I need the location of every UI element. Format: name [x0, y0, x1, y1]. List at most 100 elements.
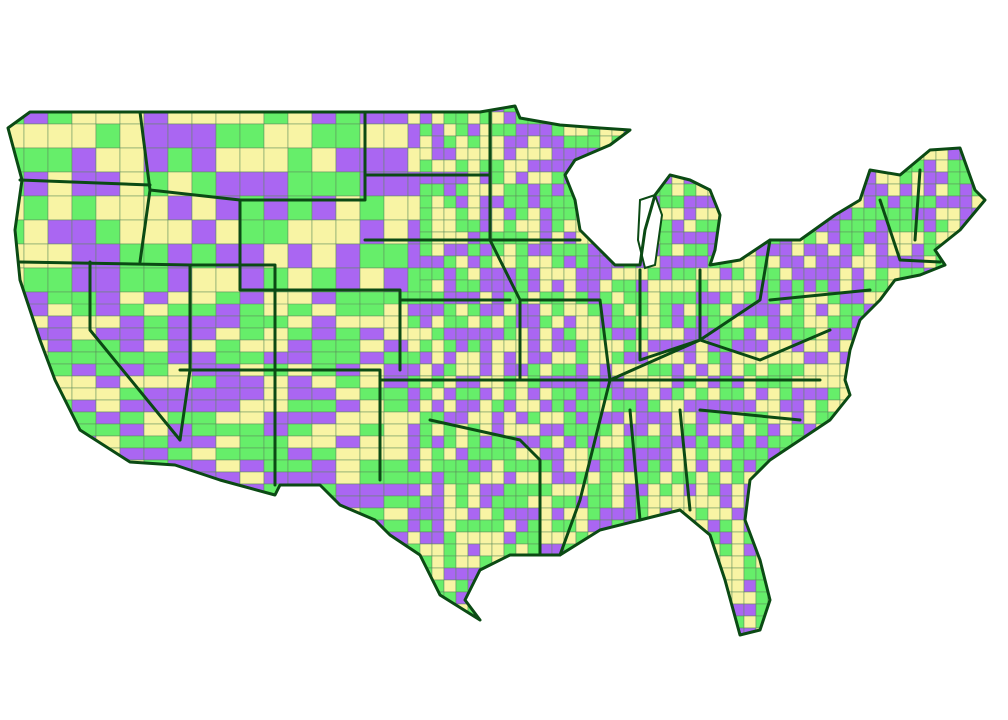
county	[767, 627, 781, 635]
county	[215, 507, 241, 521]
county	[791, 603, 805, 617]
county	[899, 579, 913, 593]
county	[791, 387, 805, 401]
county	[791, 159, 805, 173]
county	[671, 303, 685, 317]
county	[563, 423, 577, 437]
county	[935, 303, 949, 317]
county	[791, 519, 805, 533]
county	[575, 543, 589, 557]
county	[947, 111, 961, 125]
county	[419, 399, 433, 413]
county	[527, 183, 541, 197]
county	[239, 603, 265, 617]
county	[539, 387, 553, 401]
county	[803, 291, 817, 305]
county	[239, 387, 265, 401]
county	[539, 507, 553, 521]
county	[731, 327, 745, 341]
county	[971, 267, 985, 281]
county	[47, 267, 73, 293]
county	[996, 112, 1008, 124]
county	[983, 579, 985, 593]
county	[71, 147, 97, 173]
county	[971, 219, 985, 233]
county	[515, 123, 529, 137]
county	[959, 315, 973, 329]
county	[947, 471, 961, 485]
county	[23, 471, 49, 485]
county	[887, 375, 901, 389]
county	[647, 435, 661, 449]
county	[875, 111, 889, 125]
county	[695, 135, 709, 149]
county	[455, 106, 469, 113]
county	[875, 615, 889, 629]
county	[767, 519, 781, 533]
county	[95, 387, 121, 401]
county	[467, 363, 481, 377]
county	[803, 207, 817, 221]
county	[455, 627, 469, 635]
county	[287, 327, 313, 341]
county	[659, 147, 673, 161]
county	[587, 195, 601, 209]
county	[707, 303, 721, 317]
county	[671, 495, 685, 509]
county	[191, 219, 217, 245]
county	[383, 303, 409, 317]
county	[755, 399, 769, 413]
county	[923, 555, 937, 569]
county	[815, 615, 829, 629]
county	[935, 267, 949, 281]
county	[983, 315, 985, 329]
county	[719, 111, 733, 125]
county	[947, 447, 961, 461]
county	[491, 111, 505, 125]
county	[491, 315, 505, 329]
county	[599, 111, 613, 125]
county	[539, 291, 553, 305]
county	[887, 507, 901, 521]
county	[647, 303, 661, 317]
county	[947, 267, 961, 281]
county	[287, 147, 313, 173]
county	[947, 183, 961, 197]
county	[959, 483, 973, 497]
county	[467, 339, 481, 353]
county	[527, 483, 541, 497]
county	[827, 627, 841, 635]
county	[911, 279, 925, 293]
county	[587, 327, 601, 341]
county	[947, 459, 961, 473]
county	[707, 363, 721, 377]
county	[959, 519, 973, 533]
county	[863, 567, 877, 581]
county	[419, 267, 433, 281]
county	[683, 483, 697, 497]
county	[563, 243, 577, 257]
county	[767, 315, 781, 329]
county	[311, 267, 337, 293]
county	[839, 327, 853, 341]
county	[551, 171, 565, 185]
county	[683, 123, 697, 137]
county	[311, 567, 337, 581]
county	[335, 471, 361, 485]
county	[239, 219, 265, 245]
county	[767, 255, 781, 269]
county	[803, 459, 817, 473]
county	[215, 531, 241, 545]
county	[539, 315, 553, 329]
county	[635, 267, 649, 281]
county	[287, 315, 313, 329]
county	[467, 147, 481, 161]
county	[527, 219, 541, 233]
county	[911, 507, 925, 521]
county	[479, 243, 493, 257]
county	[8, 459, 25, 473]
county	[659, 627, 673, 635]
county	[947, 411, 961, 425]
county	[287, 219, 313, 245]
county	[503, 483, 517, 497]
